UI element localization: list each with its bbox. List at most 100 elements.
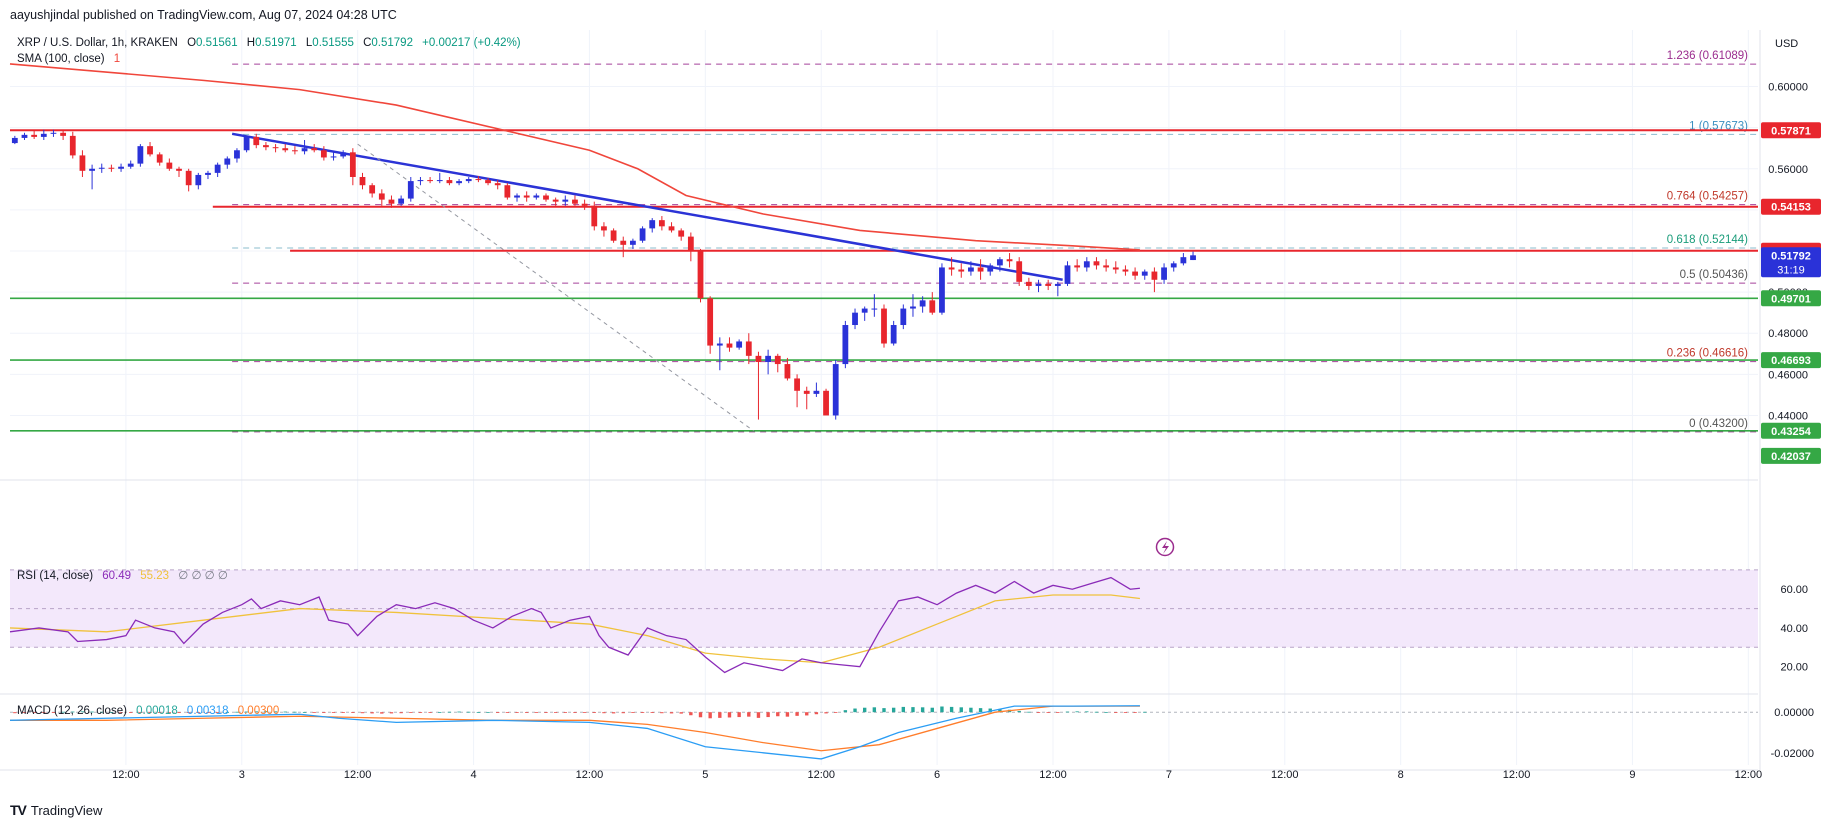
- macd-histogram-bar: [158, 712, 162, 713]
- macd-histogram-bar: [360, 712, 365, 714]
- sma-label: SMA (100, close): [17, 53, 105, 65]
- macd-histogram-bar: [592, 712, 596, 713]
- high-label: H: [247, 37, 255, 49]
- candle-body: [349, 152, 356, 177]
- candle-bull: [1064, 261, 1071, 286]
- open-label: O: [187, 37, 196, 49]
- candle-body: [1161, 267, 1167, 280]
- current-price-value: 0.51792: [1771, 250, 1811, 262]
- time-tick-label: 12:00: [1271, 769, 1299, 781]
- candle-body: [263, 145, 269, 148]
- fib-label: 0.764 (0.54257): [1667, 191, 1748, 203]
- rsi-tick-label: 20.00: [1780, 662, 1808, 674]
- candle-body: [436, 180, 443, 182]
- candle-bull: [1035, 279, 1042, 293]
- macd-histogram-bar: [90, 711, 94, 713]
- price-tick-label: 0.44000: [1768, 410, 1808, 422]
- macd-histogram-bar: [32, 712, 36, 713]
- time-tick-label: 6: [934, 769, 940, 781]
- candle-body: [658, 220, 665, 227]
- candle-body: [21, 134, 28, 138]
- fib-value: (0.46616): [1699, 348, 1748, 360]
- fib-value: (0.54257): [1699, 191, 1748, 203]
- candle-body: [996, 259, 1003, 266]
- candle-bear: [668, 222, 675, 233]
- open-value: 0.51561: [196, 37, 238, 49]
- candle-bull: [852, 308, 858, 330]
- macd-hist-value: 0.00018: [136, 705, 178, 717]
- candle-bull: [910, 294, 916, 317]
- extra-price-tag-bg: [1761, 447, 1821, 464]
- candle-bear: [823, 388, 829, 416]
- level-price-tag: 0.46693: [1761, 352, 1821, 369]
- macd-histogram-bar: [737, 712, 741, 718]
- tradingview-brand[interactable]: TV TradingView: [10, 802, 102, 818]
- candle-body: [11, 137, 18, 144]
- macd-histogram-bar: [679, 712, 683, 714]
- candle-bear: [1016, 257, 1023, 286]
- macd-histogram-bar: [496, 712, 500, 713]
- macd-histogram-bar: [235, 711, 239, 713]
- time-tick-label: 12:00: [1039, 769, 1067, 781]
- candle-body: [823, 390, 829, 416]
- macd-histogram-bar: [409, 712, 413, 713]
- candle-body: [224, 158, 231, 165]
- time-tick-label: 4: [470, 769, 476, 781]
- candle-bull: [890, 320, 897, 346]
- level-price-tag: 0.57871: [1761, 122, 1821, 139]
- candle-bear: [60, 129, 67, 140]
- candle-body: [1025, 281, 1032, 286]
- candle-body: [1064, 265, 1071, 284]
- candle-bull: [127, 160, 134, 169]
- candle-body: [881, 308, 887, 344]
- candle-bull: [21, 132, 28, 140]
- current-price-bg: [1761, 247, 1821, 278]
- candle-body: [1151, 271, 1158, 280]
- candle-bull: [456, 179, 462, 186]
- candle-body: [765, 355, 772, 363]
- candle-body: [311, 148, 318, 151]
- candle-bull: [50, 129, 57, 137]
- fib-ratio: 0.5: [1680, 269, 1699, 281]
- candle-bull: [514, 193, 520, 202]
- candle-body: [861, 308, 868, 313]
- candle-bull: [533, 193, 540, 200]
- candle-body: [832, 364, 839, 416]
- candle-body: [1170, 263, 1177, 268]
- candle-body: [533, 195, 540, 198]
- time-tick-label: 12:00: [807, 769, 835, 781]
- macd-histogram-bar: [650, 712, 654, 713]
- candle-bull: [98, 163, 105, 173]
- level-price-tag-bg: [1761, 422, 1821, 439]
- candle-bear: [620, 236, 627, 258]
- macd-histogram-bar: [582, 712, 587, 713]
- candle-bull: [1190, 251, 1196, 261]
- macd-line: [9, 705, 1140, 760]
- candle-body: [359, 176, 366, 186]
- macd-histogram-bar: [1075, 711, 1079, 713]
- candle-bull: [89, 164, 95, 190]
- candle-bear: [166, 158, 173, 171]
- candle-body: [581, 203, 588, 206]
- macd-tick-label: -0.02000: [1771, 748, 1814, 760]
- lightning-marker[interactable]: [1155, 537, 1175, 557]
- level-price-tag-text: 0.57871: [1771, 125, 1811, 137]
- candle-bull: [649, 218, 656, 233]
- fib-value: (0.61089): [1699, 50, 1748, 62]
- candle-bear: [108, 164, 115, 172]
- macd-histogram-bar: [100, 711, 104, 713]
- candle-body: [1180, 257, 1187, 264]
- candle-bull: [1161, 263, 1167, 284]
- axis-labels: 0.600000.580000.560000.540000.520000.500…: [112, 82, 1821, 781]
- candle-bear: [678, 228, 685, 241]
- low-label: L: [306, 37, 313, 49]
- macd-histogram-bar: [698, 712, 703, 718]
- candle-body: [890, 325, 897, 344]
- candle-body: [378, 193, 385, 200]
- macd-histogram-bar: [524, 712, 529, 713]
- macd-histogram-bar: [660, 712, 664, 714]
- macd-histogram-bar: [254, 711, 258, 713]
- candle-body: [572, 199, 578, 204]
